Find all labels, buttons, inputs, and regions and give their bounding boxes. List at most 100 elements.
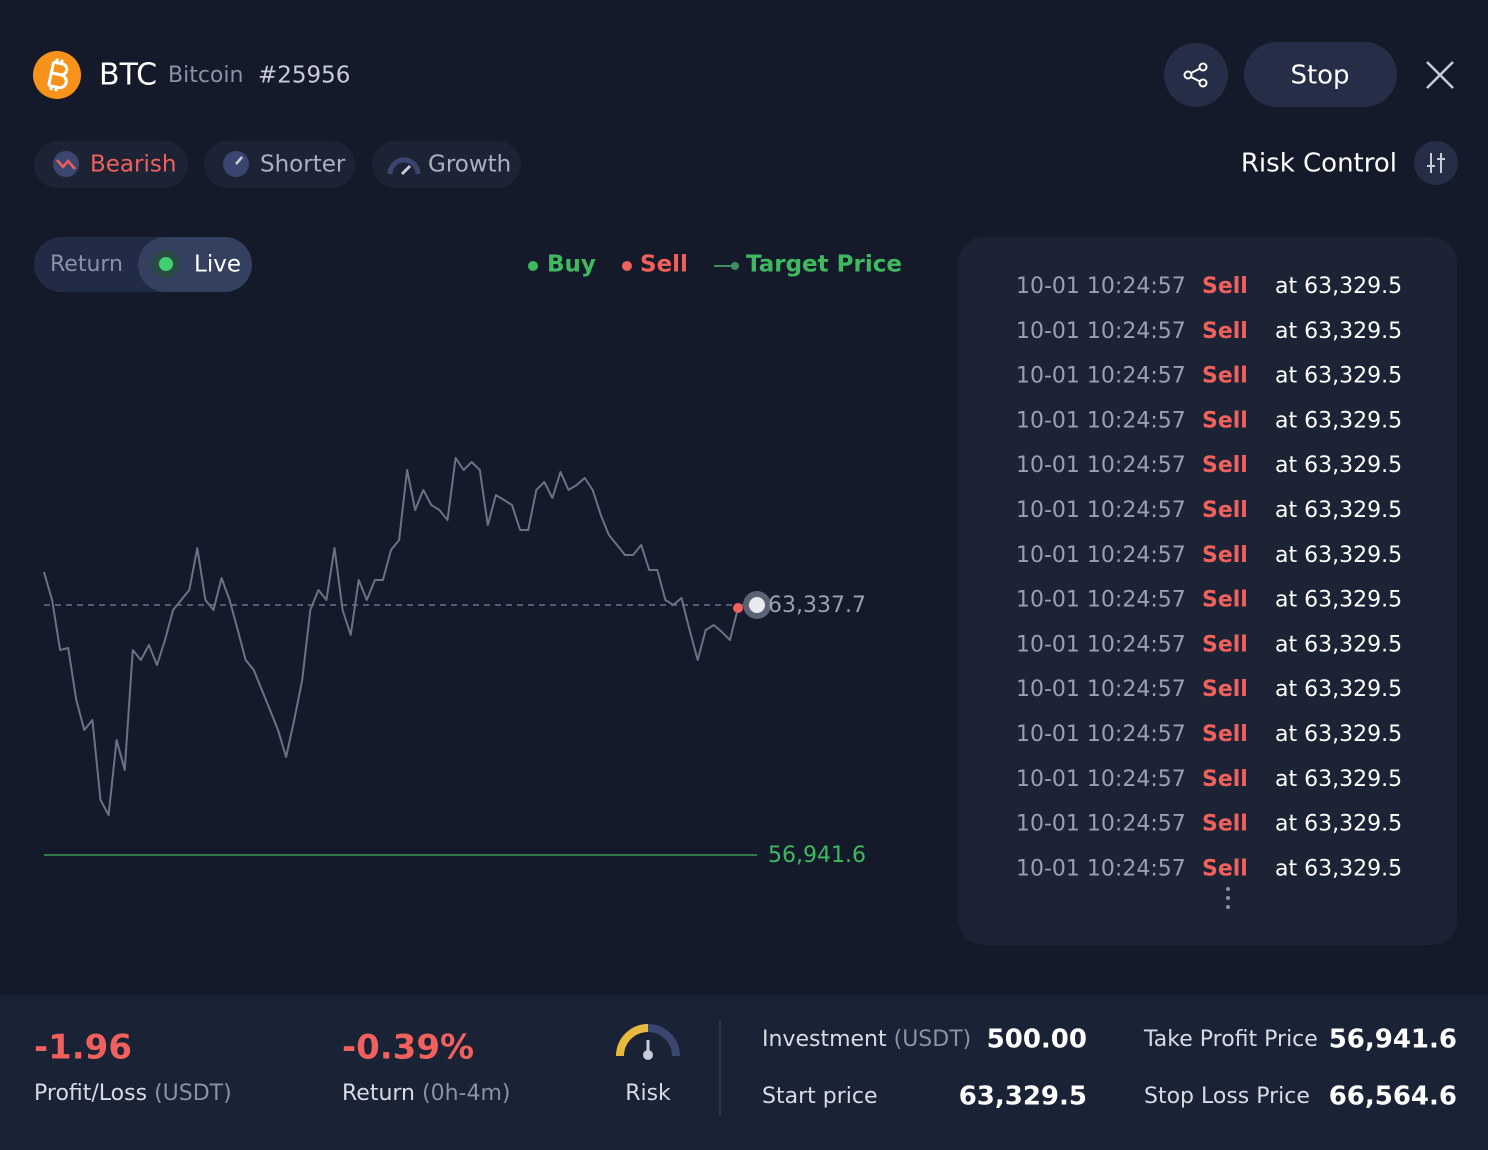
growth-icon <box>387 157 421 175</box>
trade-time: 10-01 10:24:57 <box>1016 812 1186 837</box>
growth-needle <box>400 164 412 176</box>
trade-price: at 63,329.5 <box>1275 677 1402 702</box>
trade-list: 10-01 10:24:57 Sell at 63,329.5 10-01 10:24… <box>1016 274 1402 881</box>
btc-glyph <box>47 58 69 92</box>
label: Investment <box>762 1027 887 1052</box>
summary-bar <box>0 995 1488 1150</box>
settings-icon <box>1427 153 1445 173</box>
trade-side: Sell <box>1202 767 1248 792</box>
tag-label: Shorter <box>260 152 346 178</box>
label: Return <box>342 1081 415 1106</box>
profit-loss-label: Profit/Loss (USDT) <box>34 1081 232 1106</box>
trade-side: Sell <box>1202 453 1248 478</box>
trade-side: Sell <box>1202 722 1248 747</box>
trade-price: at 63,329.5 <box>1275 364 1402 389</box>
trade-time: 10-01 10:24:57 <box>1016 632 1186 657</box>
risk-label: Risk <box>625 1081 671 1106</box>
trade-time: 10-01 10:24:57 <box>1016 364 1186 389</box>
trade-side: Sell <box>1202 498 1248 523</box>
trade-price: at 63,329.5 <box>1275 543 1402 568</box>
bearish-icon <box>56 159 76 170</box>
legend-dot <box>528 261 538 271</box>
profit-loss-value: -1.96 <box>34 1028 132 1068</box>
return-value: -0.39% <box>342 1028 474 1068</box>
share-icon <box>1183 62 1208 88</box>
unit: (USDT) <box>894 1027 972 1052</box>
stop-button[interactable] <box>1244 42 1397 107</box>
trade-price: at 63,329.5 <box>1275 408 1402 433</box>
share-button[interactable] <box>1164 43 1228 107</box>
target-price-label: 56,941.6 <box>768 843 866 868</box>
investment-value: 500.00 <box>987 1025 1087 1055</box>
trade-time: 10-01 10:24:57 <box>1016 408 1186 433</box>
symbol: BTC <box>99 58 157 93</box>
take-profit-value: 56,941.6 <box>1329 1025 1457 1055</box>
legend-label: Sell <box>640 252 688 278</box>
live-indicator <box>159 257 173 271</box>
current-price-label: 63,337.7 <box>768 593 866 618</box>
trade-side: Sell <box>1202 274 1248 299</box>
trade-time: 10-01 10:24:57 <box>1016 319 1186 344</box>
trade-price: at 63,329.5 <box>1275 274 1402 299</box>
current-point <box>749 597 765 613</box>
trade-time: 10-01 10:24:57 <box>1016 453 1186 478</box>
toggle-option[interactable]: Live <box>194 252 241 278</box>
start-price-value: 63,329.5 <box>959 1082 1087 1112</box>
legend-dot <box>731 262 739 270</box>
risk-needle-hub <box>643 1050 653 1060</box>
take-profit-label: Take Profit Price <box>1143 1027 1318 1052</box>
sell-point <box>733 602 743 613</box>
trade-side: Sell <box>1202 319 1248 344</box>
trade-price: at 63,329.5 <box>1275 632 1402 657</box>
price-line <box>43 457 739 816</box>
trade-side: Sell <box>1202 408 1248 433</box>
risk-gauge-high <box>647 1024 680 1057</box>
risk-control-label: Risk Control <box>1241 149 1397 179</box>
legend-label: Buy <box>547 252 596 278</box>
trade-panel <box>958 237 1457 945</box>
trade-side: Sell <box>1202 812 1248 837</box>
tag <box>372 141 521 188</box>
trade-time: 10-01 10:24:57 <box>1016 543 1186 568</box>
stop-label: Stop <box>1290 61 1349 91</box>
unit: (0h-4m) <box>422 1081 510 1106</box>
trade-price: at 63,329.5 <box>1275 588 1402 613</box>
trade-time: 10-01 10:24:57 <box>1016 498 1186 523</box>
trade-side: Sell <box>1202 364 1248 389</box>
trade-side: Sell <box>1202 543 1248 568</box>
risk-control-button[interactable] <box>1414 141 1458 185</box>
close-button[interactable] <box>1426 61 1454 89</box>
trade-time: 10-01 10:24:57 <box>1016 588 1186 613</box>
tag-label: Growth <box>428 152 511 178</box>
more-icon[interactable] <box>1226 887 1230 909</box>
trade-price: at 63,329.5 <box>1275 812 1402 837</box>
risk-gauge-low <box>616 1024 649 1057</box>
return-label: Return (0h-4m) <box>342 1081 511 1106</box>
label: Profit/Loss <box>34 1081 147 1106</box>
trade-price: at 63,329.5 <box>1275 856 1402 881</box>
stop-loss-value: 66,564.6 <box>1329 1082 1457 1112</box>
trade-price: at 63,329.5 <box>1275 767 1402 792</box>
trade-side: Sell <box>1202 588 1248 613</box>
trade-price: at 63,329.5 <box>1275 453 1402 478</box>
trade-time: 10-01 10:24:57 <box>1016 274 1186 299</box>
coin-name: Bitcoin <box>168 63 243 88</box>
shorter-icon <box>235 156 243 165</box>
trade-time: 10-01 10:24:57 <box>1016 767 1186 792</box>
trade-side: Sell <box>1202 856 1248 881</box>
trade-side: Sell <box>1202 677 1248 702</box>
trade-price: at 63,329.5 <box>1275 319 1402 344</box>
start-price-label: Start price <box>762 1084 878 1109</box>
toggle-option[interactable]: Return <box>50 252 123 277</box>
unit: (USDT) <box>154 1081 232 1106</box>
stop-loss-label: Stop Loss Price <box>1144 1084 1310 1109</box>
tag-label: Bearish <box>90 152 176 178</box>
price-chart: 63,337.7 56,941.6 <box>43 457 866 868</box>
trade-time: 10-01 10:24:57 <box>1016 856 1186 881</box>
trade-time: 10-01 10:24:57 <box>1016 722 1186 747</box>
trade-time: 10-01 10:24:57 <box>1016 677 1186 702</box>
legend-label: Target Price <box>746 252 902 278</box>
bot-id: #25956 <box>258 63 350 89</box>
